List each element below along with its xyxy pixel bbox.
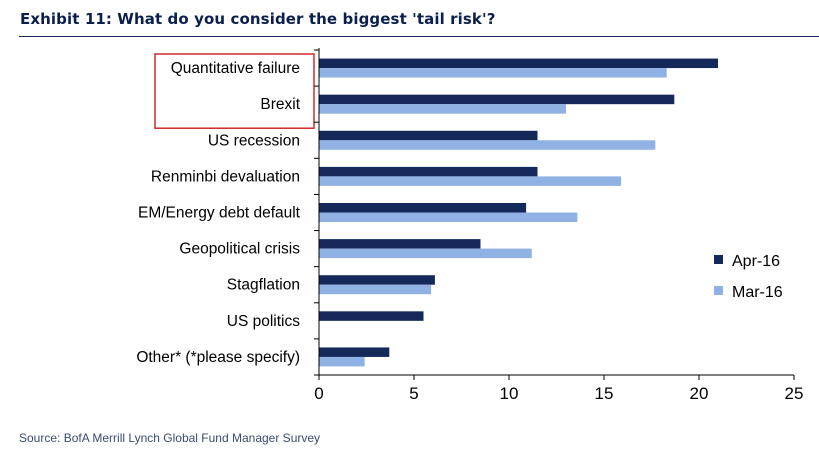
bar-mar-16-em-energy-debt-default bbox=[319, 212, 578, 222]
bar-apr-16-us-recession bbox=[319, 130, 538, 141]
category-label-us-recession: US recession bbox=[208, 132, 300, 149]
bar-mar-16-renminbi-devaluation bbox=[319, 176, 622, 186]
category-label-us-politics: US politics bbox=[227, 313, 300, 330]
category-label-em-energy-debt-default: EM/Energy debt default bbox=[138, 205, 301, 222]
bar-apr-16-renminbi-devaluation bbox=[319, 166, 538, 177]
x-tick-label-25: 25 bbox=[785, 384, 804, 403]
bar-mar-16-geopolitical-crisis bbox=[319, 248, 532, 259]
legend-swatch-mar-16 bbox=[714, 286, 723, 295]
bar-apr-16-us-politics bbox=[319, 311, 424, 321]
x-tick-label-5: 5 bbox=[409, 384, 418, 403]
bar-apr-16-geopolitical-crisis bbox=[319, 239, 481, 249]
category-label-other-please-specify: Other* (*please specify) bbox=[136, 349, 300, 366]
chart-title: Exhibit 11: What do you consider the big… bbox=[20, 10, 496, 28]
category-label-stagflation: Stagflation bbox=[227, 277, 300, 294]
bar-apr-16-stagflation bbox=[319, 275, 435, 285]
bar-apr-16-other-please-specify bbox=[319, 347, 390, 357]
bar-apr-16-quantitative-failure bbox=[319, 58, 718, 69]
legend-label-mar-16: Mar-16 bbox=[732, 284, 783, 301]
x-tick-label-10: 10 bbox=[500, 384, 519, 403]
bar-mar-16-us-recession bbox=[319, 140, 656, 150]
x-tick-label-15: 15 bbox=[595, 384, 614, 403]
bar-mar-16-quantitative-failure bbox=[319, 68, 667, 78]
bar-mar-16-stagflation bbox=[319, 284, 432, 295]
x-tick-label-20: 20 bbox=[690, 384, 709, 403]
category-label-geopolitical-crisis: Geopolitical crisis bbox=[179, 241, 300, 258]
x-tick-label-0: 0 bbox=[314, 384, 323, 403]
source-note: Source: BofA Merrill Lynch Global Fund M… bbox=[19, 431, 321, 445]
bar-mar-16-brexit bbox=[319, 104, 566, 114]
category-label-quantitative-failure: Quantitative failure bbox=[171, 60, 300, 77]
bar-apr-16-brexit bbox=[319, 94, 675, 105]
title-divider bbox=[19, 36, 819, 37]
legend-label-apr-16: Apr-16 bbox=[732, 253, 780, 270]
legend-swatch-apr-16 bbox=[714, 255, 723, 264]
bar-apr-16-em-energy-debt-default bbox=[319, 203, 527, 213]
highlight-box bbox=[154, 53, 315, 129]
category-label-brexit: Brexit bbox=[260, 96, 300, 113]
category-label-renminbi-devaluation: Renminbi devaluation bbox=[151, 168, 300, 185]
bar-mar-16-other-please-specify bbox=[319, 356, 365, 367]
